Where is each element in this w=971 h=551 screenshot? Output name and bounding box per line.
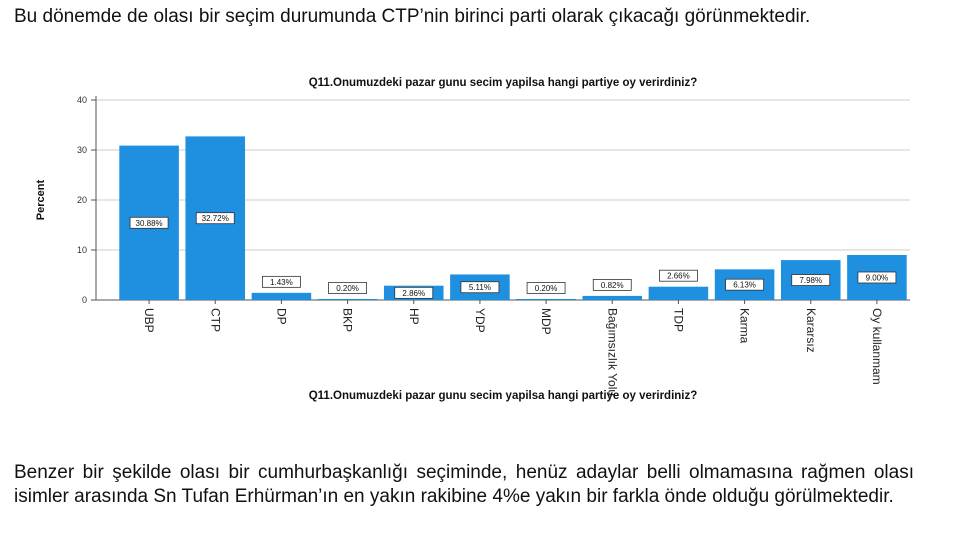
data-label-box bbox=[262, 275, 301, 288]
category-label: Karma bbox=[738, 308, 752, 344]
bar bbox=[582, 295, 643, 300]
data-label-box bbox=[857, 271, 897, 284]
data-labels: 30.88% 32.72% 1.43% 0.20% 2.86% 5.11% 0.20% 0.8… bbox=[129, 212, 897, 299]
chart-title: Q11.Onumuzdeki pazar gunu secim yapilsa … bbox=[309, 77, 698, 89]
category-label: TDP bbox=[671, 308, 685, 332]
data-label: 7.98% bbox=[799, 276, 822, 285]
bar bbox=[648, 286, 709, 300]
category-label: Oy kullanmam bbox=[870, 308, 884, 385]
category-label: Bağımsızlık Yolu bbox=[605, 308, 619, 396]
data-label: 0.82% bbox=[601, 281, 624, 290]
data-label: 1.43% bbox=[270, 278, 293, 287]
data-label-box bbox=[659, 269, 698, 282]
data-label: 6.13% bbox=[733, 281, 756, 290]
data-label: 32.72% bbox=[202, 214, 229, 223]
data-label: 2.66% bbox=[667, 272, 690, 281]
bar bbox=[516, 299, 576, 300]
y-tick-label: 0 bbox=[82, 295, 87, 305]
data-label-box bbox=[526, 282, 566, 294]
data-label: 0.20% bbox=[336, 284, 359, 293]
data-label-box bbox=[129, 216, 169, 229]
category-label: CTP bbox=[208, 308, 222, 332]
outro-paragraph: Benzer bir şekilde olası bir cumhurbaşka… bbox=[14, 462, 914, 507]
category-label: BKP bbox=[341, 308, 355, 332]
data-label: 9.00% bbox=[866, 274, 889, 283]
data-label-box bbox=[394, 286, 434, 299]
category-label: Kararsız bbox=[804, 308, 818, 353]
data-label-box bbox=[195, 212, 235, 225]
intro-paragraph: Bu dönemde de olası bir seçim durumunda … bbox=[14, 6, 811, 27]
bar bbox=[317, 299, 378, 300]
y-tick-label: 10 bbox=[77, 245, 87, 255]
y-tick-label: 30 bbox=[77, 145, 87, 155]
data-label-box bbox=[725, 278, 764, 291]
data-label-box bbox=[328, 282, 367, 294]
y-tick-label: 20 bbox=[77, 195, 87, 205]
data-label: 2.86% bbox=[402, 289, 425, 298]
category-label: YDP bbox=[473, 308, 487, 333]
category-label: HP bbox=[407, 308, 421, 325]
category-label: MDP bbox=[539, 308, 553, 335]
category-label: UBP bbox=[142, 308, 156, 333]
data-label: 5.11% bbox=[469, 283, 491, 292]
category-label: DP bbox=[274, 308, 288, 325]
category-labels: UBP CTP DP BKP HP YDP MDP Bağımsızlık Yolu TDP Ka… bbox=[142, 308, 884, 396]
x-axis-label: Q11.Onumuzdeki pazar gunu secim yapilsa … bbox=[309, 390, 698, 402]
bars bbox=[119, 136, 907, 300]
data-label-box bbox=[460, 281, 500, 294]
data-label-box bbox=[791, 274, 831, 286]
y-tick-label: 40 bbox=[77, 95, 87, 105]
data-label: 0.20% bbox=[535, 284, 558, 293]
y-axis-label: Percent bbox=[35, 179, 47, 220]
data-label: 30.88% bbox=[136, 219, 163, 228]
data-label-box bbox=[592, 278, 632, 291]
bar bbox=[251, 292, 312, 300]
